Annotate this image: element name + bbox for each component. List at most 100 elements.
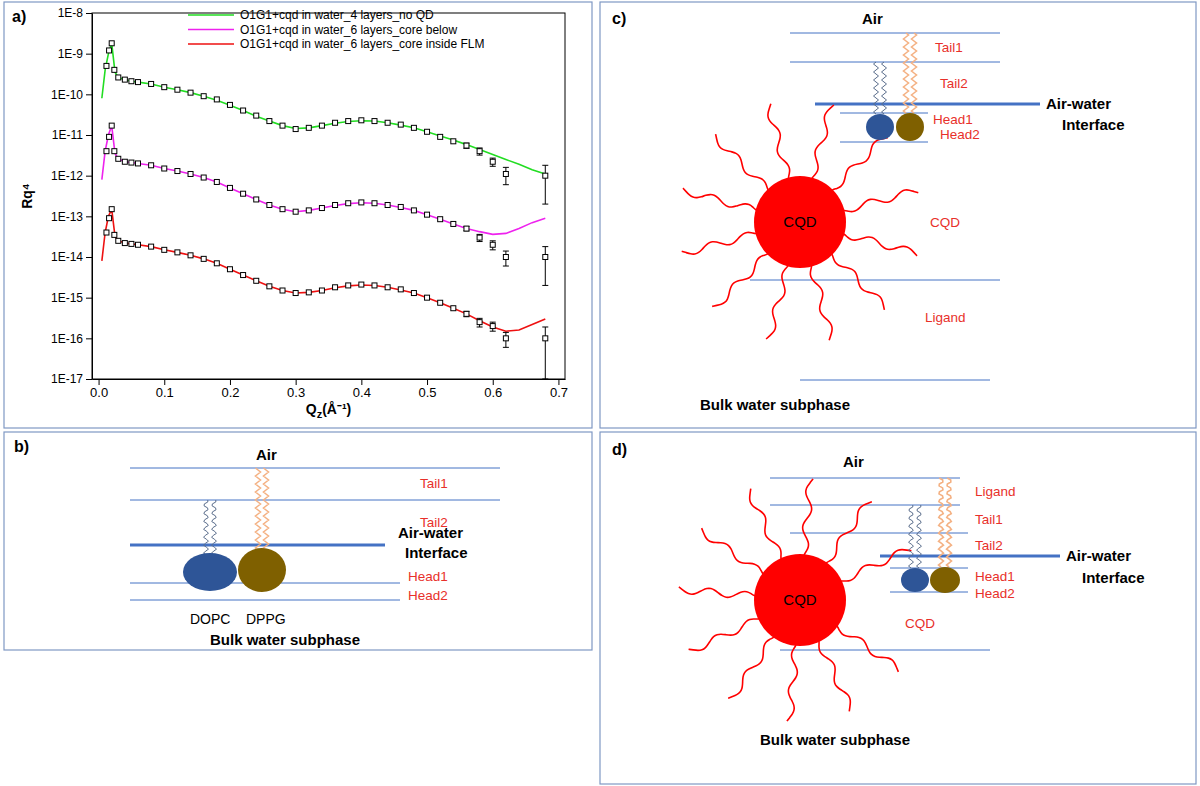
phase-label: Air [843,453,864,470]
chart: 0.00.10.20.30.40.50.60.71E-171E-161E-151… [12,6,568,420]
error-bar-cap [477,155,483,156]
data-point [503,171,508,176]
panel-label: c) [612,10,626,27]
data-point [293,127,298,132]
data-point [241,108,246,113]
interface-label: Air-water [1066,547,1131,564]
x-axis: 0.00.10.20.30.40.50.60.7 [90,379,568,400]
error-bar [542,327,548,379]
data-point [293,291,298,296]
layer-line [130,600,400,601]
y-axis-line [92,14,93,380]
data-point [438,300,443,305]
x-tick-mark [164,379,165,385]
lipid-tail [256,468,261,550]
particle-label: CQD [783,213,817,230]
lipid-tail [904,33,909,113]
x-axis-title-part: Q [306,401,317,417]
layer-line [790,33,1000,34]
data-point [451,306,456,311]
x-tick: 0.6 [484,379,502,400]
data-point [280,288,285,293]
data-point [503,255,508,260]
data-point [333,202,338,207]
error-bar [503,251,509,266]
data-point [267,119,272,124]
error-bar-cap [490,331,496,332]
interface-label: Air-water [1046,95,1111,112]
interface-label: Interface [1082,569,1145,586]
error-bar-cap [542,285,548,286]
data-point [162,247,167,252]
error-bar [503,332,509,347]
y-tick-mark [86,135,92,136]
series-line [102,126,545,235]
data-point [359,200,364,205]
data-point [333,285,338,290]
series-line [102,209,545,331]
data-point [254,197,259,202]
error-bar-cap [503,251,509,252]
error-bar-stem [545,165,546,204]
y-tick-label: 1E-11 [52,128,83,142]
lipid-tail [212,500,217,555]
data-point [175,87,180,92]
data-point [293,209,298,214]
layer-label: Tail2 [420,515,448,530]
data-point [372,119,377,124]
data-point [319,206,324,211]
layer-label: Head2 [940,127,980,142]
x-tick: 0.0 [90,379,108,400]
y-tick: 1E-16 [51,332,92,346]
y-tick: 1E-12 [51,169,92,183]
data-point [104,230,109,235]
layer-line [800,380,990,381]
legend-swatch [188,14,234,16]
layer-label: Ligand [925,310,966,325]
y-tick-mark [86,94,92,95]
interface-line [815,103,1040,106]
panel-label: a) [12,8,26,25]
data-point [122,77,127,82]
data-point [319,288,324,293]
error-bar-cap [490,166,496,167]
data-point [188,253,193,258]
data-point [201,256,206,261]
layer-label: CQD [930,215,960,230]
x-tick: 0.1 [156,379,174,400]
data-point [490,324,495,329]
layer-line [130,468,500,469]
error-bar [490,241,496,250]
y-tick: 1E-10 [51,88,92,102]
diagram-d: d)AirBulk water subphaseAir-waterInterfa… [612,441,1145,748]
data-point [425,295,430,300]
error-bar-cap [542,204,548,205]
y-tick-label: 1E-15 [51,291,83,305]
error-bar [463,143,469,148]
data-point [175,250,180,255]
data-point [135,80,140,85]
data-point [398,204,403,209]
data-point [411,208,416,213]
data-point [464,311,469,316]
layer-label: Ligand [975,484,1016,499]
x-tick-mark [230,379,231,385]
phase-label: Air [862,10,883,27]
data-point [280,207,285,212]
error-bar [490,158,496,166]
y-tick-label: 1E-13 [51,210,83,224]
layer-label: Tail1 [975,512,1003,527]
error-bar [477,148,483,155]
y-tick: 1E-15 [51,291,92,305]
layer-line [840,113,928,114]
panel-label: b) [14,438,29,455]
data-point [438,134,443,139]
data-point [116,238,121,243]
x-tick-label: 0.4 [353,385,371,400]
layer-line [130,500,500,501]
y-tick-label: 1E-17 [51,372,83,386]
x-axis-line [93,379,566,380]
data-point [149,81,154,86]
x-tick-mark [493,379,494,385]
data-point [490,242,495,247]
